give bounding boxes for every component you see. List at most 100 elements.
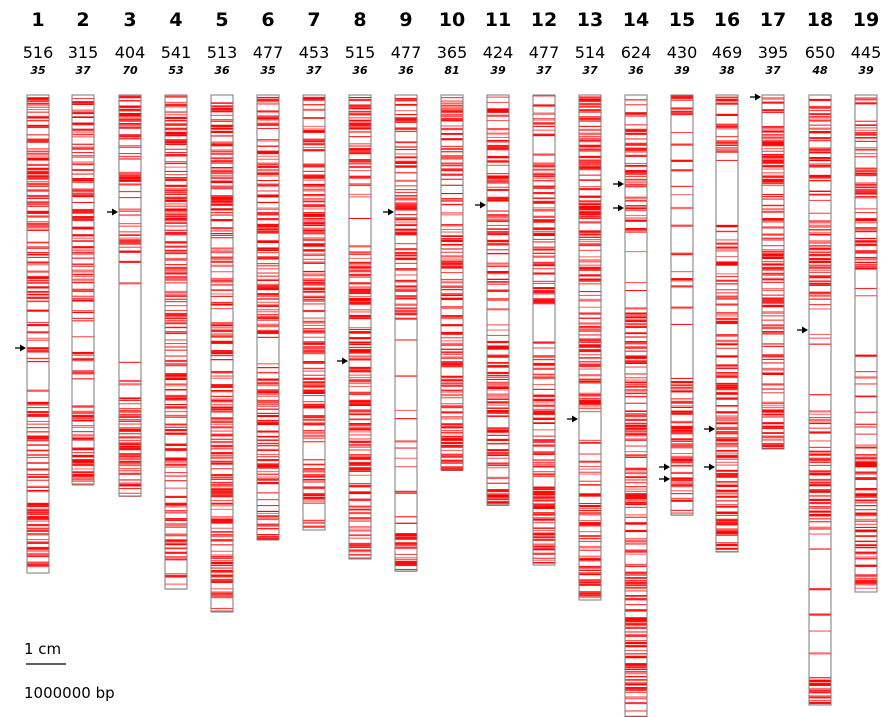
marker-band [671,420,693,422]
marker-band [716,531,738,534]
marker-band [579,349,601,351]
marker-band [303,218,325,220]
marker-band [211,438,233,440]
chromosome-number-4: 4 [169,9,182,31]
marker-band [855,132,877,134]
marker-band [349,520,371,522]
marker-count-9: 477 [391,43,422,62]
marker-band [349,419,371,421]
marker-band [165,220,187,222]
marker-band [855,184,877,186]
marker-band [533,367,555,370]
marker-band [762,300,784,302]
marker-band [211,420,233,424]
marker-band [441,198,463,200]
marker-band [211,303,233,305]
marker-band [72,436,94,438]
marker-band [716,522,738,525]
marker-band [211,202,233,204]
marker-band [349,508,371,510]
marker-band [395,120,417,123]
marker-band [809,193,831,195]
marker-band [165,197,187,199]
marker-band [211,341,233,344]
marker-band [625,454,647,457]
marker-band [716,128,738,130]
marker-band [119,427,141,429]
marker-band [257,171,279,173]
marker-band [625,147,647,149]
marker-band [27,172,49,174]
marker-band [27,324,49,327]
marker-band [855,461,877,463]
marker-band [625,209,647,211]
marker-band [625,479,647,481]
marker-band [119,443,141,445]
marker-band [716,542,738,544]
marker-band [257,505,279,507]
marker-band [579,168,601,170]
marker-band [762,102,784,104]
marker-band [762,331,784,333]
marker-band [625,155,647,157]
marker-band [533,396,555,398]
marker-band [349,289,371,291]
marker-band [27,457,49,459]
chromosome-outline [164,94,188,590]
marker-band [625,497,647,499]
marker-band [579,364,601,366]
marker-band [809,692,831,694]
marker-band [855,544,877,546]
marker-band [119,472,141,475]
marker-band [487,232,509,235]
marker-band [441,351,463,353]
marker-band [257,184,279,187]
marker-band [165,203,187,205]
marker-band [625,418,647,421]
marker-band [165,292,187,294]
marker-band [165,383,187,385]
marker-band [303,389,325,392]
marker-band [579,141,601,143]
marker-band [349,464,371,466]
marker-band [349,217,371,219]
marker-band [625,445,647,447]
marker-band [716,455,738,458]
marker-band [27,347,49,349]
marker-band [395,97,417,99]
marker-band [625,318,647,320]
marker-band [119,458,141,461]
marker-band [211,461,233,464]
marker-band [257,534,279,536]
marker-band [809,149,831,151]
marker-band [716,452,738,454]
marker-band [716,151,738,153]
marker-band [72,351,94,355]
marker-band [716,263,738,266]
marker-band [257,394,279,396]
marker-band [27,224,49,226]
marker-band [487,495,509,498]
marker-band [762,274,784,276]
marker-band [395,447,417,449]
marker-band [303,405,325,408]
marker-band [671,389,693,391]
marker-band [257,517,279,519]
marker-band [625,563,647,565]
marker-band [257,435,279,437]
marker-band [762,254,784,257]
marker-band [72,414,94,418]
marker-band [27,177,49,179]
marker-band [579,167,601,169]
marker-band [165,394,187,397]
marker-band [165,414,187,416]
marker-band [211,401,233,403]
marker-band [809,229,831,231]
marker-band [625,360,647,362]
marker-band [72,253,94,255]
marker-band [579,361,601,363]
marker-band [487,149,509,151]
marker-band [257,464,279,468]
marker-band [349,309,371,311]
marker-band [762,249,784,251]
